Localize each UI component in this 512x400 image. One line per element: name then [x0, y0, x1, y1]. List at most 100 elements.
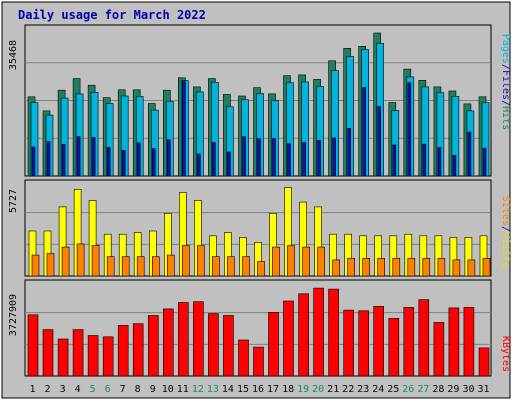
axis-label-part: / [500, 64, 511, 70]
x-tick-label: 21 [327, 384, 339, 395]
bar-pages-11 [182, 81, 186, 177]
axis-label-part: / [500, 226, 511, 232]
bar-kbytes-30 [463, 307, 475, 377]
bar-sites-27 [422, 257, 431, 277]
panel-hits [24, 24, 492, 177]
axis-label-part: Visits [500, 232, 511, 268]
bar-pages-4 [76, 136, 81, 177]
bar-kbytes-7 [117, 325, 129, 377]
bar-kbytes-12 [193, 301, 204, 377]
y-axis-label-kbytes: KBytes [500, 336, 511, 372]
x-tick-label: 12 [192, 384, 204, 395]
x-tick-label: 25 [387, 384, 399, 395]
bar-pages-24 [377, 106, 382, 177]
y-max-label-hits: 35468 [8, 40, 19, 70]
bar-sites-8 [136, 256, 145, 277]
bar-sites-22 [347, 257, 356, 277]
bar-pages-26 [407, 82, 412, 177]
bar-pages-16 [257, 138, 261, 177]
x-tick-label: 23 [357, 384, 369, 395]
bar-pages-3 [61, 144, 66, 177]
bar-pages-13 [212, 142, 216, 177]
bar-sites-4 [76, 243, 85, 277]
x-tick-labels: 1 2 3 4 5 6 7 8 9 10 11 12 13 14 15 16 17 18 19 20 21 22 23 24 2… [29, 384, 489, 395]
x-tick-label: 27 [417, 384, 429, 395]
bar-sites-23 [362, 257, 371, 277]
x-tick-label: 29 [447, 384, 459, 395]
bar-kbytes-22 [343, 309, 355, 377]
bar-kbytes-6 [102, 336, 114, 377]
bar-pages-21 [332, 137, 336, 177]
bar-kbytes-11 [178, 302, 189, 377]
bar-sites-12 [197, 245, 205, 277]
bar-pages-15 [242, 136, 246, 177]
bar-pages-28 [437, 147, 442, 177]
bar-kbytes-21 [328, 288, 339, 377]
bar-sites-19 [302, 246, 310, 277]
bar-pages-5 [91, 137, 96, 177]
bar-kbytes-19 [298, 293, 309, 377]
bar-sites-1 [31, 254, 40, 277]
bar-sites-18 [287, 245, 295, 277]
x-tick-label: 13 [207, 384, 219, 395]
bar-kbytes-4 [72, 329, 84, 377]
x-tick-label: 24 [372, 384, 384, 395]
bar-kbytes-9 [148, 315, 159, 377]
bar-sites-6 [106, 256, 115, 277]
bar-kbytes-5 [87, 335, 99, 377]
bar-pages-25 [392, 144, 397, 177]
bar-sites-26 [407, 257, 416, 277]
axis-label-part: Files [500, 70, 511, 100]
bar-pages-6 [106, 147, 111, 177]
axis-label-part: KBytes [500, 336, 511, 372]
bar-kbytes-10 [163, 308, 174, 377]
bar-kbytes-24 [373, 306, 385, 377]
x-tick-label: 15 [237, 384, 249, 395]
panel-visits [24, 179, 492, 277]
bar-pages-14 [227, 151, 231, 177]
bar-pages-8 [136, 142, 141, 177]
bar-kbytes-18 [283, 300, 294, 377]
bar-sites-28 [437, 257, 446, 277]
bar-sites-17 [272, 246, 280, 277]
bar-sites-20 [317, 246, 325, 277]
bar-sites-7 [121, 256, 130, 277]
bar-kbytes-25 [388, 317, 400, 377]
bar-sites-9 [152, 256, 160, 277]
x-tick-label: 11 [177, 384, 189, 395]
x-tick-label: 2 [44, 384, 50, 395]
bar-pages-17 [272, 138, 276, 177]
y-max-label-kbytes: 3727909 [8, 294, 19, 336]
bar-pages-19 [302, 142, 306, 177]
y-axis-label-sites-visits: Sites/Visits [500, 196, 511, 268]
x-tick-label: 6 [105, 384, 111, 395]
bar-pages-31 [482, 147, 487, 177]
bar-kbytes-13 [208, 313, 219, 377]
x-tick-label: 19 [297, 384, 309, 395]
axis-label-part: Hits [500, 106, 511, 130]
bar-pages-22 [347, 128, 352, 177]
x-tick-label: 22 [342, 384, 354, 395]
bar-kbytes-28 [433, 322, 445, 377]
bar-kbytes-23 [358, 310, 370, 377]
bar-sites-13 [212, 256, 220, 277]
bar-sites-25 [392, 257, 401, 277]
bar-kbytes-17 [268, 311, 279, 377]
axis-label-part: Sites [500, 196, 511, 226]
bar-kbytes-14 [223, 315, 234, 377]
bar-pages-9 [152, 148, 156, 177]
bar-sites-31 [482, 257, 491, 277]
bar-sites-14 [227, 256, 235, 277]
bar-pages-1 [31, 146, 36, 177]
x-tick-label: 3 [60, 384, 66, 395]
bar-kbytes-8 [132, 323, 144, 377]
bar-kbytes-16 [253, 346, 264, 377]
bar-sites-29 [452, 259, 461, 277]
bar-sites-3 [61, 246, 70, 277]
x-tick-label: 1 [29, 384, 35, 395]
x-tick-label: 14 [222, 384, 234, 395]
x-tick-label: 17 [267, 384, 279, 395]
bar-sites-2 [46, 253, 55, 277]
x-tick-label: 4 [75, 384, 81, 395]
x-tick-label: 7 [120, 384, 126, 395]
